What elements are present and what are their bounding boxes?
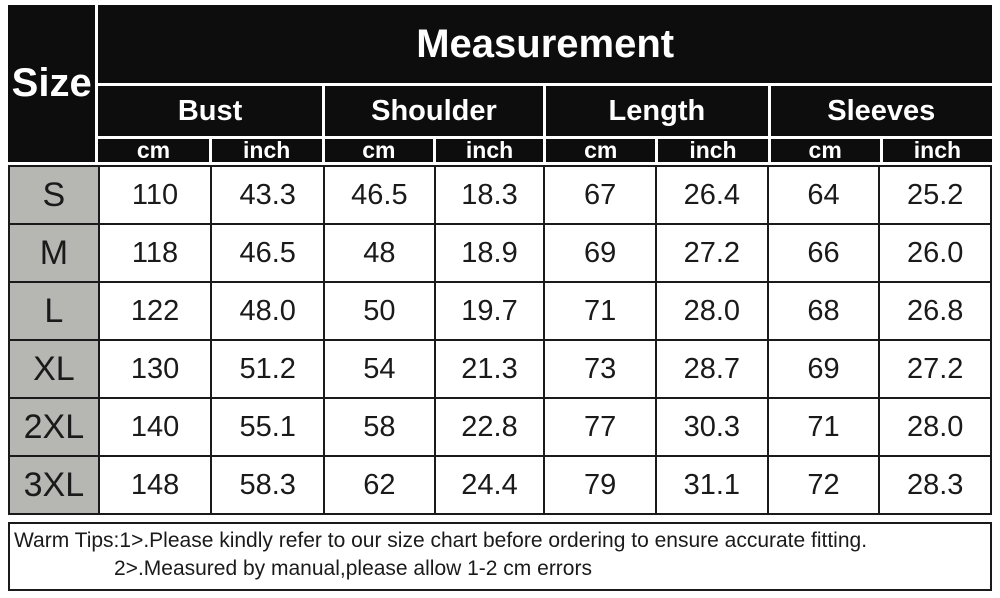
value-cell: 73 — [545, 341, 656, 397]
value-cell: 110 — [99, 167, 211, 223]
value-cell: 46.5 — [212, 225, 324, 281]
value-cell: 27.2 — [880, 341, 990, 397]
value-cell: 26.0 — [880, 225, 990, 281]
size-column-header: Size — [8, 5, 96, 162]
warm-tips-line-1: Warm Tips:1>.Please kindly refer to our … — [14, 529, 868, 552]
value-cell: 58 — [325, 399, 434, 455]
value-cell: 28.0 — [657, 283, 767, 339]
value-cell: 69 — [768, 341, 879, 397]
value-cell: 26.4 — [657, 167, 767, 223]
size-cell: M — [10, 225, 98, 281]
value-cell: 67 — [545, 167, 656, 223]
value-cell: 54 — [325, 341, 434, 397]
value-cell: 79 — [545, 457, 656, 513]
column-group-sleeves: Sleeves — [770, 86, 992, 136]
unit-header-sleeves-inch: inch — [882, 137, 992, 163]
column-group-bust: Bust — [98, 86, 322, 136]
value-cell: 140 — [99, 399, 211, 455]
value-cell: 118 — [99, 225, 211, 281]
column-group-shoulder: Shoulder — [324, 86, 544, 136]
value-cell: 30.3 — [657, 399, 767, 455]
size-cell: L — [10, 283, 98, 339]
unit-header-bust-inch: inch — [211, 137, 322, 163]
unit-header-bust-cm: cm — [98, 137, 209, 163]
value-cell: 28.0 — [880, 399, 990, 455]
table-header: Size Measurement Bust Shoulder Length Sl… — [8, 5, 992, 163]
value-cell: 51.2 — [212, 341, 324, 397]
value-cell: 72 — [768, 457, 879, 513]
value-cell: 19.7 — [435, 283, 544, 339]
value-cell: 130 — [99, 341, 211, 397]
value-cell: 18.9 — [435, 225, 544, 281]
value-cell: 77 — [545, 399, 656, 455]
warm-tips-line-2: 2>.Measured by manual,please allow 1-2 c… — [114, 557, 592, 580]
column-group-length: Length — [546, 86, 768, 136]
value-cell: 28.3 — [880, 457, 990, 513]
value-cell: 64 — [768, 167, 879, 223]
value-cell: 122 — [99, 283, 211, 339]
value-cell: 43.3 — [212, 167, 324, 223]
value-cell: 48.0 — [212, 283, 324, 339]
value-cell: 31.1 — [657, 457, 767, 513]
value-cell: 18.3 — [435, 167, 544, 223]
value-cell: 28.7 — [657, 341, 767, 397]
size-cell: XL — [10, 341, 98, 397]
value-cell: 66 — [768, 225, 879, 281]
unit-header-shoulder-cm: cm — [324, 137, 433, 163]
table-title: Measurement — [98, 5, 992, 83]
value-cell: 68 — [768, 283, 879, 339]
unit-header-length-cm: cm — [546, 137, 656, 163]
value-cell: 22.8 — [435, 399, 544, 455]
value-cell: 50 — [325, 283, 434, 339]
value-cell: 46.5 — [325, 167, 434, 223]
unit-header-length-inch: inch — [658, 137, 768, 163]
unit-header-shoulder-inch: inch — [435, 137, 544, 163]
unit-header-sleeves-cm: cm — [770, 137, 880, 163]
value-cell: 71 — [545, 283, 656, 339]
warm-tips-box: Warm Tips:1>.Please kindly refer to our … — [8, 522, 992, 591]
value-cell: 62 — [325, 457, 434, 513]
value-cell: 21.3 — [435, 341, 544, 397]
value-cell: 148 — [99, 457, 211, 513]
value-cell: 26.8 — [880, 283, 990, 339]
size-cell: S — [10, 167, 98, 223]
value-cell: 27.2 — [657, 225, 767, 281]
size-cell: 2XL — [10, 399, 98, 455]
value-cell: 71 — [768, 399, 879, 455]
table-body: S 110 43.3 46.5 18.3 67 26.4 64 25.2 M 1… — [8, 165, 992, 515]
value-cell: 24.4 — [435, 457, 544, 513]
value-cell: 69 — [545, 225, 656, 281]
value-cell: 55.1 — [212, 399, 324, 455]
value-cell: 48 — [325, 225, 434, 281]
size-cell: 3XL — [10, 457, 98, 513]
value-cell: 58.3 — [212, 457, 324, 513]
value-cell: 25.2 — [880, 167, 990, 223]
